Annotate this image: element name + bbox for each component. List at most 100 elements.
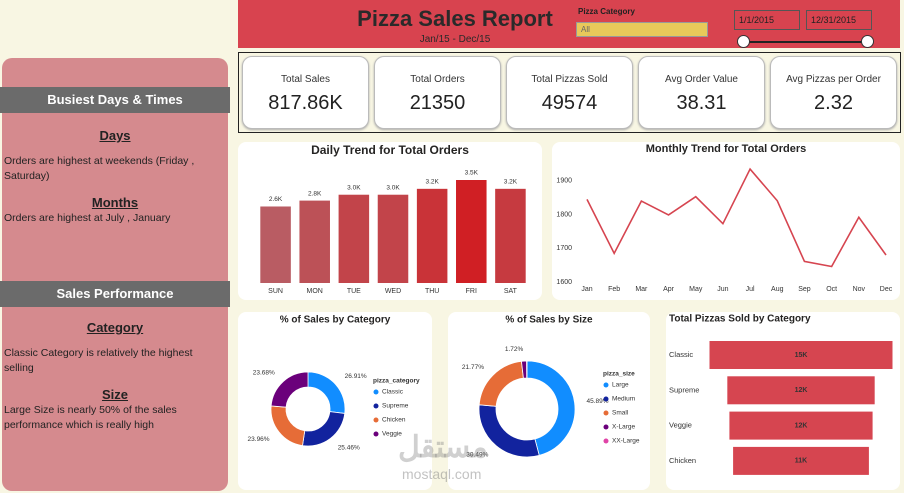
x-tick-label: TUE <box>347 288 361 295</box>
x-tick-label: Jun <box>717 286 728 293</box>
legend-label: XX-Large <box>612 438 640 445</box>
watermark-site: mostaql.com <box>402 466 482 482</box>
header: Pizza Sales Report Jan/15 - Dec/15 Pizza… <box>238 0 900 48</box>
category-dropdown[interactable]: All <box>576 22 708 37</box>
x-tick-label: MON <box>307 288 323 295</box>
bar <box>299 200 330 283</box>
legend-marker <box>603 410 609 416</box>
bar-chart: Daily Trend for Total Orders 2.6K SUN 2.8K… <box>238 142 542 300</box>
item-title: Months <box>91 195 139 210</box>
x-tick-label: Jul <box>746 286 755 293</box>
y-tick-label: 1600 <box>556 279 572 286</box>
donut-segment <box>302 411 346 447</box>
legend-marker <box>373 417 379 423</box>
sidebar: Busiest Days & Times Days Orders are hig… <box>0 58 230 491</box>
kpi-card: Avg Order Value 38.31 <box>638 56 765 129</box>
value-label: 2.8K <box>308 190 322 197</box>
item-title: Size <box>101 387 128 402</box>
x-tick-label: Feb <box>608 286 620 293</box>
x-tick-label: Apr <box>663 286 675 293</box>
value-label: 12K <box>795 387 808 394</box>
category-label: Chicken <box>669 456 696 465</box>
value-label: 30.49% <box>466 452 488 459</box>
x-tick-label: SUN <box>268 288 283 295</box>
report-subtitle: Jan/15 - Dec/15 <box>419 34 491 45</box>
legend-marker <box>603 396 609 402</box>
item-text: Large Size is nearly 50% of the sales pe… <box>4 404 177 431</box>
kpi-card: Total Orders 21350 <box>374 56 501 129</box>
item-title: Category <box>86 320 144 335</box>
legend-title: pizza_size <box>603 371 635 378</box>
kpi-value: 38.31 <box>676 92 727 114</box>
section-heading: Busiest Days & Times <box>0 87 230 113</box>
category-label: Classic <box>669 350 693 359</box>
bar <box>338 194 370 283</box>
line <box>586 167 887 268</box>
value-label: 45.89% <box>587 398 609 405</box>
item-title: Days <box>99 128 131 143</box>
section-heading: Sales Performance <box>0 281 230 307</box>
item-text: Orders are highest at weekends (Friday ,… <box>4 155 195 182</box>
legend-label: Chicken <box>382 417 406 424</box>
x-tick-label: SAT <box>504 288 518 295</box>
watermark-logo: مستقل <box>398 431 488 464</box>
x-tick-label: FRI <box>466 288 477 295</box>
kpi-label: Total Pizzas Sold <box>531 74 608 85</box>
funnel-chart: Total Pizzas Sold by Category Classic 15K… <box>666 312 900 490</box>
chart-title: Monthly Trend for Total Orders <box>646 143 807 155</box>
funnel-bar <box>727 376 875 405</box>
x-tick-label: Aug <box>771 286 784 293</box>
kpi-label: Avg Pizzas per Order <box>786 74 881 85</box>
value-label: 3.0K <box>347 184 361 191</box>
filter-label: Pizza Category <box>578 7 635 16</box>
item-text: Classic Category is relatively the highe… <box>4 347 193 374</box>
funnel-bar <box>709 341 893 369</box>
slider-knob[interactable] <box>861 35 874 48</box>
kpi-card: Total Sales 817.86K <box>242 56 369 129</box>
legend-label: Classic <box>382 389 404 396</box>
x-tick-label: Dec <box>880 286 893 293</box>
donut-chart: % of Sales by Size 45.89% Large 30.49% Medi… <box>448 312 650 490</box>
kpi-label: Total Orders <box>410 74 465 85</box>
category-label: Supreme <box>669 385 699 394</box>
kpi-frame <box>238 52 901 133</box>
value-label: 1.72% <box>505 346 524 353</box>
value-label: 25.46% <box>338 445 360 452</box>
donut-segment <box>270 371 309 408</box>
x-tick-label: Sep <box>798 286 811 293</box>
value-label: 21.77% <box>462 364 484 371</box>
value-label: 23.68% <box>253 370 275 377</box>
value-label: 23.96% <box>248 436 270 443</box>
donut-segment <box>478 404 540 458</box>
y-tick-label: 1900 <box>556 178 572 185</box>
x-tick-label: May <box>689 286 703 293</box>
x-tick-label: Jan <box>581 286 592 293</box>
legend-label: Supreme <box>382 403 409 410</box>
report-title: Pizza Sales Report <box>357 6 553 31</box>
end-date[interactable]: 12/31/2015 <box>806 10 872 30</box>
date-slider[interactable] <box>743 41 867 43</box>
value-label: 26.91% <box>345 373 367 380</box>
donut-segment <box>307 371 346 414</box>
start-date[interactable]: 1/1/2015 <box>734 10 800 30</box>
value-label: 2.6K <box>269 196 283 203</box>
bar <box>456 180 487 283</box>
value-label: 3.0K <box>386 184 400 191</box>
x-tick-label: Nov <box>853 286 866 293</box>
donut-segment <box>270 405 306 447</box>
kpi-value: 21350 <box>409 92 466 114</box>
kpi-value: 817.86K <box>268 92 343 114</box>
slider-knob[interactable] <box>737 35 750 48</box>
x-tick-label: WED <box>385 288 401 295</box>
donut-segment <box>478 360 524 407</box>
value-label: 3.2K <box>425 179 439 186</box>
legend-marker <box>373 431 379 437</box>
line-chart: Monthly Trend for Total Orders 1600 1700 1… <box>552 142 900 300</box>
legend-label: Small <box>612 410 629 417</box>
funnel-bar <box>729 411 873 440</box>
donut-chart: % of Sales by Category 26.91% Classic 25.4… <box>238 312 432 490</box>
value-label: 15K <box>795 352 808 359</box>
kpi-value: 49574 <box>541 92 598 114</box>
kpi-label: Total Sales <box>281 74 330 85</box>
